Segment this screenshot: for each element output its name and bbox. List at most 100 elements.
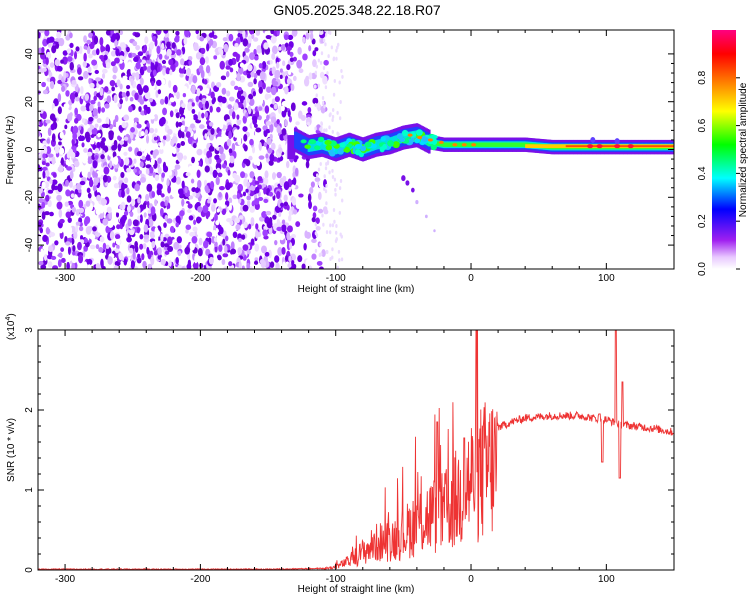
noise-blob — [206, 210, 211, 218]
noise-blob — [137, 51, 144, 57]
noise-blob — [77, 67, 82, 75]
noise-blob — [134, 32, 141, 38]
noise-blob — [41, 111, 47, 120]
noise-blob — [252, 90, 257, 97]
noise-blob — [228, 58, 234, 66]
noise-blob — [288, 115, 293, 123]
noise-blob — [40, 87, 45, 97]
noise-blob — [41, 201, 46, 209]
noise-blob — [116, 79, 121, 87]
noise-blob — [145, 193, 150, 202]
noise-blob — [127, 218, 132, 227]
noise-blob — [241, 265, 245, 269]
noise-blob — [210, 204, 216, 212]
noise-blob — [229, 155, 235, 164]
noise-blob — [86, 85, 91, 94]
noise-blob — [246, 73, 251, 79]
trace-band-green — [513, 142, 516, 147]
noise-blob — [136, 227, 141, 234]
trace-band-cyan — [392, 136, 396, 146]
noise-blob — [146, 54, 150, 61]
noise-blob — [69, 112, 73, 118]
noise-blob — [247, 35, 252, 44]
noise-blob — [118, 55, 125, 60]
noise-blob — [49, 179, 53, 185]
snr-y-tick-label: 0 — [24, 567, 35, 573]
noise-blob — [198, 237, 203, 246]
noise-blob — [79, 239, 85, 244]
noise-blob — [218, 122, 224, 130]
noise-blob — [135, 71, 140, 81]
noise-blob — [175, 121, 179, 128]
noise-blob — [120, 171, 125, 179]
noise-blob — [139, 176, 146, 183]
noise-blob — [93, 216, 99, 221]
trace-band-blue — [294, 131, 297, 149]
noise-blob — [147, 209, 152, 214]
noise-blob — [313, 84, 317, 89]
noise-blob-faint — [337, 42, 340, 47]
noise-blob — [143, 149, 148, 158]
noise-blob — [175, 256, 179, 265]
noise-blob — [222, 163, 227, 169]
noise-blob — [225, 71, 230, 78]
noise-blob — [228, 131, 233, 140]
trace-band-green — [440, 142, 443, 147]
noise-blob — [273, 103, 278, 110]
colorbar: 0.0 0.2 0.4 0.6 0.8 Normalized spectral ampl… — [697, 30, 749, 276]
noise-blob — [243, 134, 248, 142]
noise-blob-faint — [315, 64, 319, 69]
noise-blob — [41, 161, 46, 166]
noise-blob — [218, 110, 223, 117]
noise-blob-faint — [333, 78, 336, 83]
noise-blob — [40, 51, 46, 60]
noise-blob — [126, 167, 132, 173]
noise-blob — [67, 217, 72, 223]
noise-blob — [100, 44, 104, 53]
trace-blob — [304, 144, 311, 149]
noise-blob — [323, 209, 329, 215]
noise-blob — [171, 42, 176, 49]
noise-blob — [75, 224, 79, 233]
trace-blob — [430, 144, 437, 151]
noise-blob — [68, 148, 74, 157]
trace-blob — [415, 129, 423, 136]
snr-frame — [37, 329, 675, 571]
noise-blob — [258, 80, 263, 89]
noise-blob — [290, 83, 295, 92]
noise-blob — [274, 255, 280, 263]
trace-peak — [461, 143, 467, 147]
trace-halo — [287, 135, 290, 160]
noise-blob — [279, 68, 283, 73]
noise-blob — [140, 130, 145, 137]
noise-blob — [255, 30, 261, 36]
noise-blob — [165, 156, 170, 161]
noise-blob — [39, 227, 44, 234]
noise-blob — [253, 78, 257, 85]
noise-blob — [191, 102, 195, 107]
noise-blob — [195, 201, 201, 207]
trace-band-blue — [298, 133, 301, 151]
noise-blob — [80, 86, 84, 95]
noise-blob-faint — [324, 42, 327, 47]
noise-blob — [183, 203, 190, 211]
noise-blob — [203, 265, 207, 269]
noise-blob — [243, 144, 248, 152]
noise-blob — [269, 60, 273, 65]
noise-blob — [161, 78, 166, 85]
noise-blob — [149, 127, 155, 134]
noise-blob — [234, 85, 239, 90]
noise-blob — [150, 256, 155, 266]
noise-blob — [172, 84, 178, 93]
noise-blob — [274, 69, 281, 78]
noise-blob — [273, 81, 279, 86]
noise-blob — [261, 211, 268, 219]
noise-blob — [54, 240, 59, 246]
noise-blob — [185, 172, 191, 177]
noise-blob — [174, 108, 179, 113]
noise-blob — [238, 261, 242, 269]
noise-blob — [69, 32, 73, 39]
noise-blob — [49, 211, 54, 217]
noise-blob — [250, 217, 255, 225]
noise-blob-faint — [323, 174, 326, 179]
